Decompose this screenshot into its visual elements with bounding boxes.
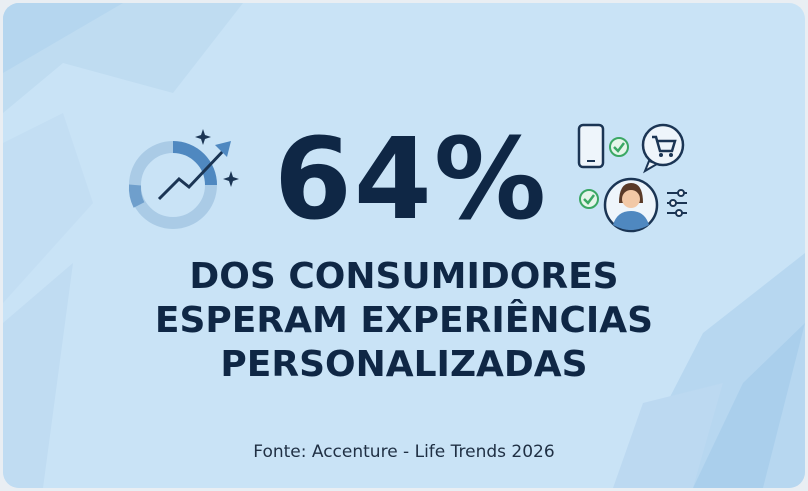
headline-line-3: PERSONALIZADAS — [220, 344, 588, 385]
smartphone-icon — [577, 123, 605, 169]
check-icon — [609, 137, 629, 157]
headline-line-2: ESPERAM EXPERIÊNCIAS — [154, 300, 654, 341]
headline-line-1: DOS CONSUMIDORES — [189, 256, 619, 297]
check-icon — [579, 189, 599, 209]
shopping-cart-icon — [641, 123, 685, 174]
person-avatar-icon — [603, 177, 659, 233]
background-shapes — [3, 3, 805, 488]
growth-chart-icon — [128, 129, 239, 229]
infographic-card: 64% — [3, 3, 805, 488]
headline: DOS CONSUMIDORES ESPERAM EXPERIÊNCIAS PE… — [103, 255, 705, 387]
personalization-icons — [577, 123, 687, 233]
sliders-icon — [667, 189, 687, 217]
source-caption: Fonte: Accenture - Life Trends 2026 — [253, 442, 555, 462]
stat-percentage: 64% — [273, 115, 549, 245]
